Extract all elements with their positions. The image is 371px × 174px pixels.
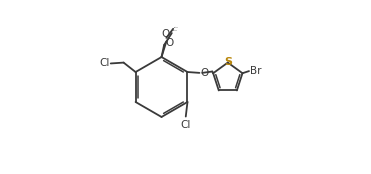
Text: Br: Br — [250, 66, 261, 76]
Text: methyl: methyl — [174, 26, 178, 28]
Text: O: O — [200, 68, 209, 78]
Text: Cl: Cl — [181, 120, 191, 130]
Text: O: O — [165, 38, 173, 48]
Text: O: O — [161, 29, 170, 39]
Text: methyl: methyl — [173, 30, 178, 31]
Text: Cl: Cl — [99, 58, 110, 68]
Text: S: S — [225, 57, 233, 67]
